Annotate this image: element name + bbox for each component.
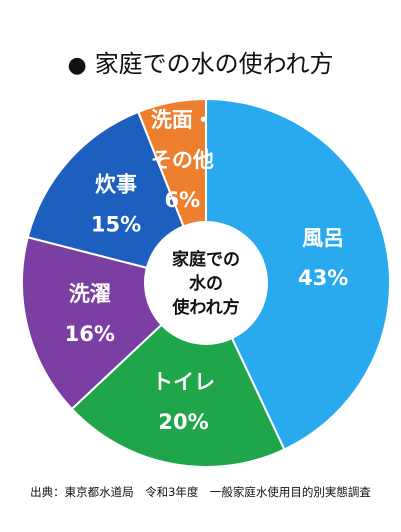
slice-label: 炊事 15% xyxy=(91,173,141,237)
slice-name-label: その他 xyxy=(151,148,214,172)
slice-value-label: 16% xyxy=(65,322,115,346)
pie-slice xyxy=(205,97,391,451)
pie-slice xyxy=(70,281,286,468)
slice-name-label: トイレ xyxy=(152,370,215,394)
chart-title: ● 家庭での水の使われ方 xyxy=(0,44,401,79)
slice-label: トイレ 20% xyxy=(152,370,215,434)
center-label-line: 家庭での xyxy=(172,249,240,270)
source-note: 出典：東京都水道局 令和3年度 一般家庭水使用目的別実態調査 xyxy=(30,485,371,499)
slice-name-label: 炊事 xyxy=(95,173,137,197)
slice-value-label: 43% xyxy=(298,266,348,290)
slice-label: 風呂 43% xyxy=(298,226,348,290)
center-circle xyxy=(144,221,268,345)
slice-labels: 風呂 43% トイレ 20% 洗濯 16% 炊事 15% 洗面・その他 6% xyxy=(65,108,349,434)
center-label: 家庭での水の使われ方 xyxy=(171,249,240,318)
title-bullet: ● xyxy=(67,53,87,78)
slice-value-label: 15% xyxy=(91,213,141,237)
slice-label: 洗濯 16% xyxy=(65,282,115,346)
center-label-line: 水の xyxy=(189,273,223,294)
slice-name-label: 洗濯 xyxy=(69,282,111,306)
slice-value-label: 6% xyxy=(165,188,201,212)
slice-label: 洗面・その他 6% xyxy=(151,108,214,212)
center-label-line: 使われ方 xyxy=(171,297,239,318)
title-text: 家庭での水の使われ方 xyxy=(94,50,334,78)
slice-value-label: 20% xyxy=(158,410,208,434)
slice-name-label: 洗面・ xyxy=(151,108,214,132)
slice-name-label: 風呂 xyxy=(302,226,344,250)
